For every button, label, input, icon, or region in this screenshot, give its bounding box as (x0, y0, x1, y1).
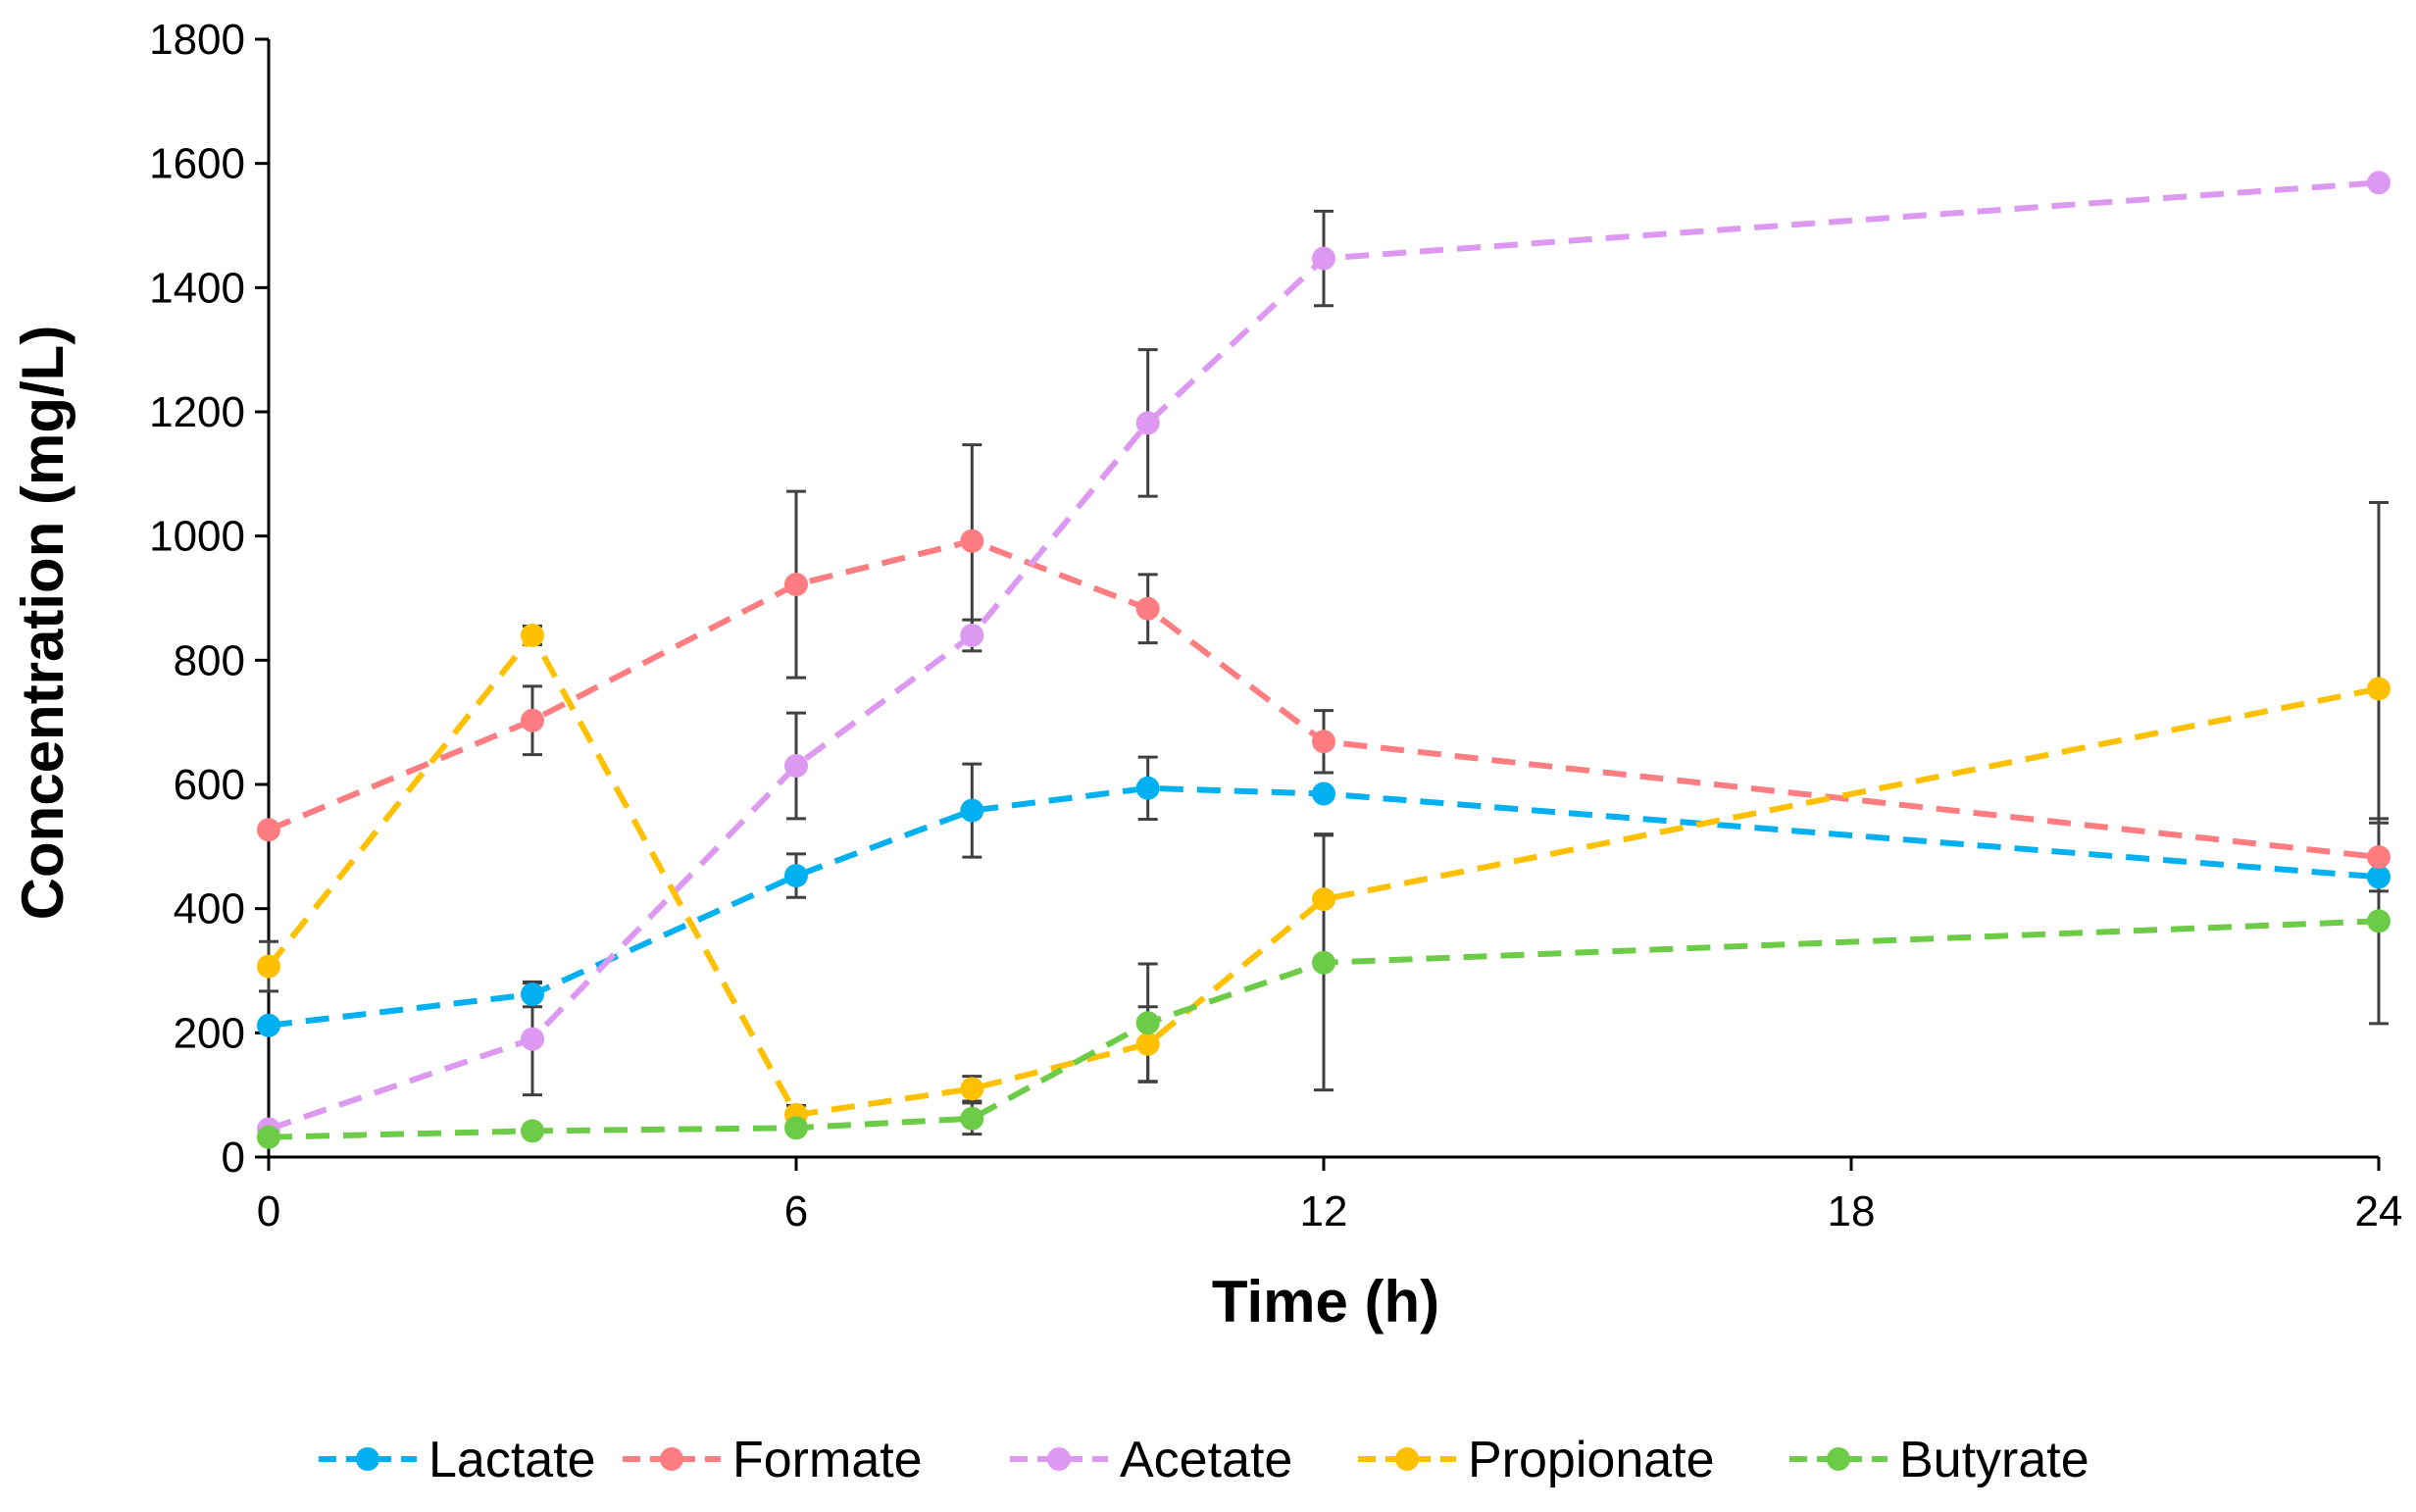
formate-point (257, 818, 280, 842)
y-tick-label: 400 (174, 885, 245, 933)
y-tick-label: 1000 (149, 513, 245, 561)
propionate-point (960, 1077, 984, 1101)
x-tick-label: 24 (2355, 1187, 2403, 1235)
axes: 0 200 400 600 800 1000 1200 1400 1600 1800 0 6 12 18 2… (149, 16, 2402, 1235)
x-tick-label: 12 (1300, 1187, 1348, 1235)
legend-butyrate-label: Butyrate (1899, 1432, 2089, 1488)
acetate-point (960, 624, 984, 647)
y-tick-label: 1200 (149, 388, 245, 436)
x-axis-title: Time (h) (1212, 1269, 1439, 1335)
formate-point (1135, 596, 1160, 621)
butyrate-point (784, 1116, 808, 1140)
lactate-point (960, 798, 984, 823)
acetate-point (2367, 171, 2391, 195)
lactate-point (2367, 865, 2391, 889)
y-tick-label: 1800 (149, 16, 245, 64)
legend-lactate-marker (356, 1447, 379, 1471)
legend-formate-label: Formate (732, 1432, 923, 1488)
butyrate-point (2367, 909, 2391, 933)
y-axis-title: Concentration (mg/L) (10, 326, 76, 921)
butyrate-point (257, 1125, 280, 1149)
y-tick-label: 1400 (149, 264, 245, 312)
butyrate-point (521, 1119, 544, 1143)
data-points (257, 171, 2391, 1149)
propionate-point (1135, 1032, 1160, 1056)
legend-formate-marker (660, 1447, 683, 1471)
legend-propionate-label: Propionate (1468, 1432, 1715, 1488)
formate-line (267, 537, 2380, 861)
lactate-point (1312, 781, 1335, 806)
acetate-point (521, 1027, 544, 1051)
acetate-point (1312, 246, 1335, 271)
lactate-point (784, 864, 808, 888)
butyrate-point (1135, 1011, 1160, 1035)
y-tick-label: 600 (174, 761, 245, 809)
lactate-point (1135, 776, 1160, 800)
y-tick-label: 1600 (149, 140, 245, 188)
formate-point (2367, 845, 2391, 870)
legend-propionate-marker (1395, 1447, 1419, 1471)
propionate-point (2367, 677, 2391, 701)
formate-point (960, 529, 984, 553)
legend-acetate-marker (1047, 1447, 1071, 1471)
formate-point (521, 708, 544, 732)
legend-acetate-label: Acetate (1120, 1432, 1292, 1488)
formate-point (784, 573, 808, 597)
butyrate-point (960, 1106, 984, 1131)
lactate-point (257, 1013, 280, 1037)
acetate-point (784, 754, 808, 778)
y-tick-label: 800 (174, 636, 245, 684)
x-tick-label: 18 (1828, 1187, 1876, 1235)
propionate-point (257, 954, 280, 979)
legend-butyrate-marker (1827, 1447, 1850, 1471)
formate-point (1312, 730, 1335, 754)
propionate-point (521, 624, 544, 647)
y-tick-label: 200 (174, 1009, 245, 1057)
butyrate-point (1312, 950, 1335, 975)
lactate-point (521, 983, 544, 1007)
legend-lactate-label: Lactate (428, 1432, 596, 1488)
y-tick-label: 0 (222, 1134, 245, 1182)
propionate-point (1312, 887, 1335, 912)
x-tick-label: 6 (784, 1187, 808, 1235)
x-tick-label: 0 (257, 1187, 280, 1235)
legend: Lactate Formate Acetate Propionate Butyrate (319, 1432, 2089, 1488)
acetate-point (1135, 411, 1160, 435)
